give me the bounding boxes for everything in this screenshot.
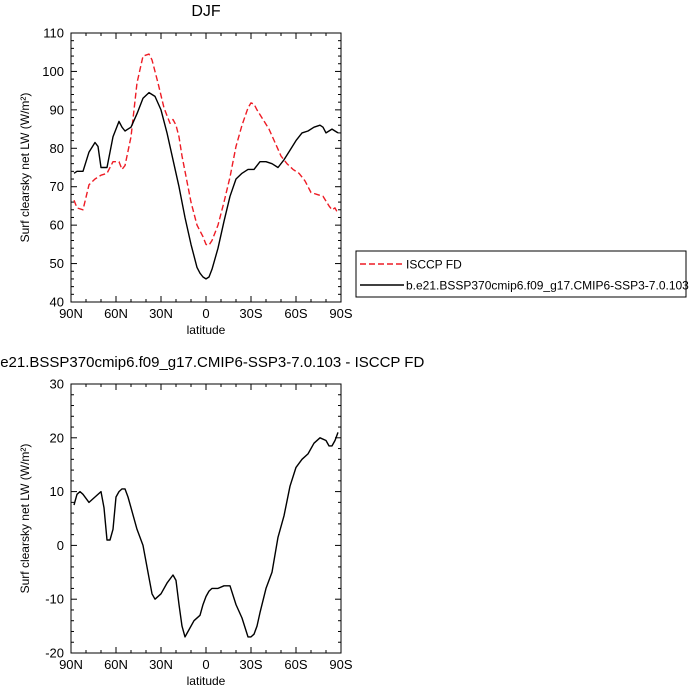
legend-label-2: b.e21.BSSP370cmip6.f09_g17.CMIP6-SSP3-7.… bbox=[406, 279, 689, 293]
y-tick-label: 20 bbox=[50, 430, 64, 445]
legend-label-1: ISCCP FD bbox=[406, 258, 462, 272]
x-tick-label: 0 bbox=[202, 657, 209, 672]
series-line-1 bbox=[73, 432, 339, 638]
x-axis-label: latitude bbox=[187, 674, 226, 688]
y-tick-label: 30 bbox=[50, 377, 64, 392]
chart-panel-1: DJF 90N 60N 30N 0 30S 60S 90S 40 50 60 70 80 90 100 110… bbox=[18, 3, 689, 337]
x-axis-label: latitude bbox=[187, 323, 226, 337]
y-tick-label: 100 bbox=[42, 64, 64, 79]
y-axis-label: Surf clearsky net LW (W/m²) bbox=[18, 93, 32, 243]
x-tick-label: 30N bbox=[149, 306, 173, 321]
x-tick-label: 30S bbox=[239, 657, 262, 672]
y-tick-label: 110 bbox=[43, 26, 64, 41]
x-tick-label: 0 bbox=[202, 306, 209, 321]
y-tick-label: 40 bbox=[50, 295, 64, 310]
x-tick-label: 90N bbox=[59, 306, 83, 321]
legend: ISCCP FD b.e21.BSSP370cmip6.f09_g17.CMIP6… bbox=[355, 250, 689, 298]
x-tick-label: 90N bbox=[59, 657, 83, 672]
x-tick-label: 60N bbox=[104, 306, 128, 321]
x-tick-label: 60S bbox=[284, 306, 307, 321]
x-tick-label: 90S bbox=[329, 306, 352, 321]
y-tick-label: 60 bbox=[50, 218, 64, 233]
x-tick-label: 30S bbox=[239, 306, 262, 321]
chart-title: b.e21.BSSP370cmip6.f09_g17.CMIP6-SSP3-7.… bbox=[0, 354, 424, 371]
y-tick-label: 80 bbox=[50, 141, 64, 156]
series-line-2 bbox=[73, 91, 339, 280]
y-tick-label: -20 bbox=[45, 646, 64, 661]
y-tick-label: -10 bbox=[45, 592, 64, 607]
x-tick-label: 90S bbox=[329, 657, 352, 672]
x-tick-label: 60N bbox=[104, 657, 128, 672]
chart-panel-2: b.e21.BSSP370cmip6.f09_g17.CMIP6-SSP3-7.… bbox=[0, 354, 424, 688]
legend-box bbox=[355, 250, 687, 298]
x-tick-label: 30N bbox=[149, 657, 173, 672]
series-line-1 bbox=[73, 53, 339, 246]
y-axis-label: Surf clearsky net LW (W/m²) bbox=[18, 444, 32, 594]
y-tick-label: 70 bbox=[50, 179, 64, 194]
chart-title: DJF bbox=[191, 3, 221, 20]
x-tick-label: 60S bbox=[284, 657, 307, 672]
y-tick-label: 0 bbox=[57, 538, 64, 553]
y-tick-label: 90 bbox=[50, 102, 64, 117]
y-tick-label: 50 bbox=[50, 256, 64, 271]
y-tick-label: 10 bbox=[50, 484, 64, 499]
